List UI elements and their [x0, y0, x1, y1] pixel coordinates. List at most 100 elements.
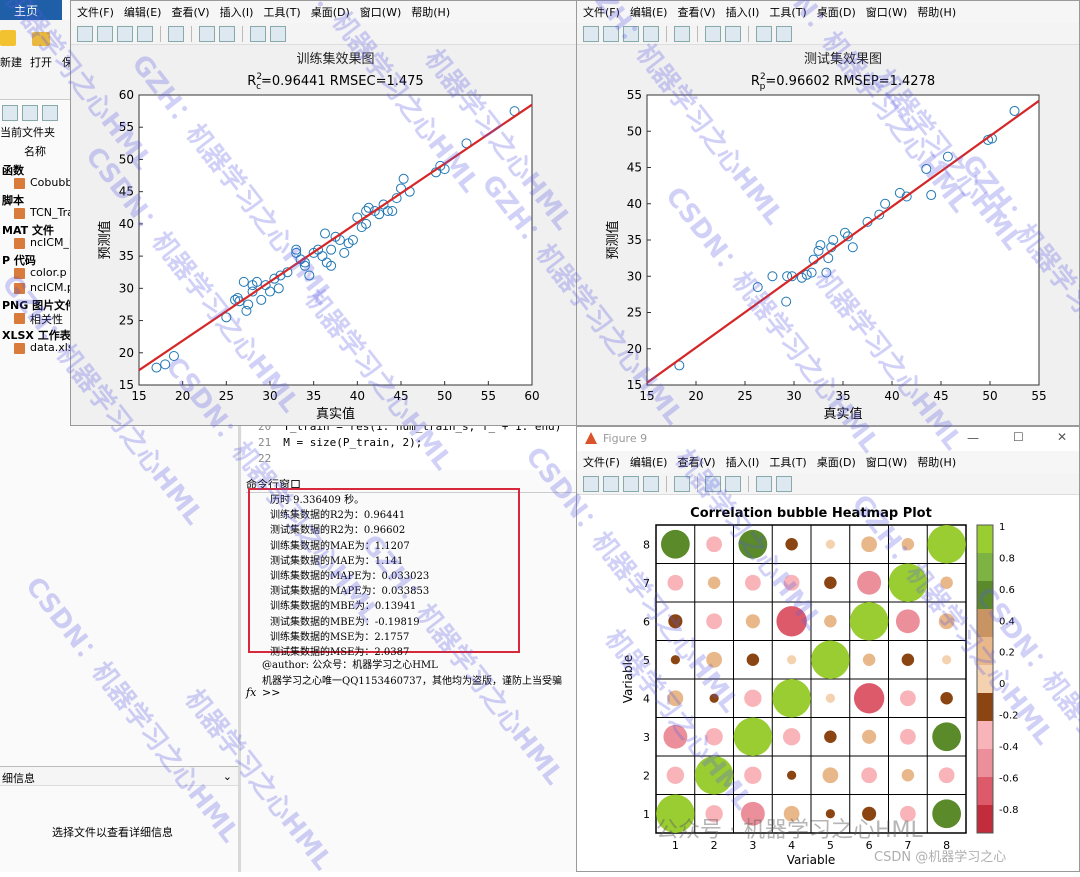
chevron-down-icon[interactable]: ⌄	[222, 770, 232, 783]
file-item[interactable]: ncICM_I	[30, 236, 73, 249]
file-item[interactable]: TCN_Tra	[30, 206, 74, 219]
file-item[interactable]: Cobubb	[30, 176, 73, 189]
new-figure-icon[interactable]	[583, 475, 599, 492]
folder-up-icon[interactable]	[42, 105, 58, 121]
menu-item[interactable]: 桌面(D)	[310, 6, 350, 19]
close-icon[interactable]: ✕	[1057, 430, 1068, 444]
pointer-icon[interactable]	[756, 475, 772, 492]
file-group-header[interactable]: MAT 文件	[2, 224, 54, 237]
menu-item[interactable]: 查看(V)	[677, 6, 716, 19]
colorbar-tick-label: 0.8	[999, 553, 1015, 564]
save-button-label[interactable]: 保	[62, 56, 73, 69]
menu-item[interactable]: 窗口(W)	[865, 456, 908, 469]
legend-icon[interactable]	[725, 25, 741, 42]
menu-item[interactable]: 窗口(W)	[359, 6, 402, 19]
menu-item[interactable]: 帮助(H)	[917, 456, 957, 469]
property-editor-icon[interactable]	[776, 475, 792, 492]
details-panel-header[interactable]: 细信息 ⌄	[0, 766, 238, 786]
open-button-label[interactable]: 打开	[30, 56, 52, 69]
file-group-header[interactable]: 函数	[2, 164, 24, 177]
x-tick-label: 30	[786, 389, 801, 403]
code-line[interactable]: 22	[242, 452, 578, 468]
figure9-titlebar[interactable]: Figure 9 — ☐ ✕	[577, 427, 1079, 451]
menu-item[interactable]: 工具(T)	[263, 6, 301, 19]
left-panel-divider[interactable]	[238, 420, 241, 872]
home-tab[interactable]: 主页	[0, 0, 62, 20]
menu-item[interactable]: 查看(V)	[171, 6, 210, 19]
output-line: 测试集数据的MAE为：1.141	[270, 555, 404, 567]
open-file-icon[interactable]	[97, 25, 113, 42]
correlation-bubble	[785, 538, 798, 551]
menu-item[interactable]: 工具(T)	[769, 456, 807, 469]
print-icon[interactable]	[643, 475, 659, 492]
colorbar-icon[interactable]	[705, 475, 721, 492]
file-item[interactable]: 相关性	[30, 313, 63, 326]
link-icon[interactable]	[674, 25, 690, 42]
save-icon[interactable]	[623, 25, 639, 42]
menu-item[interactable]: 文件(F)	[77, 6, 114, 19]
print-icon[interactable]	[137, 25, 153, 42]
open-icon[interactable]	[32, 32, 50, 46]
menu-item[interactable]: 插入(I)	[725, 6, 760, 19]
menu-item[interactable]: 文件(F)	[583, 456, 620, 469]
y-tick-label: 35	[119, 249, 134, 263]
file-group-header[interactable]: XLSX 工作表	[2, 329, 71, 342]
y-axis-label: 预测值	[97, 220, 113, 259]
y-tick-label: 6	[643, 615, 650, 628]
y-tick-label: 55	[119, 120, 134, 134]
code-editor[interactable]: 20 T_train = res(1: num_train_s, f_ + 1: …	[242, 420, 578, 470]
menu-item[interactable]: 工具(T)	[769, 6, 807, 19]
menu-item[interactable]: 桌面(D)	[816, 456, 856, 469]
menu-item[interactable]: 编辑(E)	[629, 6, 668, 19]
print-icon[interactable]	[643, 25, 659, 42]
new-button-label[interactable]: 新建	[0, 56, 22, 69]
new-icon[interactable]	[0, 30, 16, 46]
menu-item[interactable]: 查看(V)	[677, 456, 716, 469]
colorbar-icon[interactable]	[199, 25, 215, 42]
legend-icon[interactable]	[725, 475, 741, 492]
maximize-icon[interactable]: ☐	[1013, 430, 1024, 444]
code-line[interactable]: 21 M = size(P_train, 2);	[242, 436, 578, 452]
open-file-icon[interactable]	[603, 25, 619, 42]
save-icon[interactable]	[117, 25, 133, 42]
command-prompt[interactable]: >>	[262, 686, 281, 699]
menu-item[interactable]: 帮助(H)	[917, 6, 957, 19]
menu-item[interactable]: 桌面(D)	[816, 6, 856, 19]
property-editor-icon[interactable]	[270, 25, 286, 42]
name-column-header[interactable]: 名称	[24, 145, 46, 158]
new-figure-icon[interactable]	[77, 25, 93, 42]
menu-item[interactable]: 帮助(H)	[411, 6, 451, 19]
menu-item[interactable]: 文件(F)	[583, 6, 620, 19]
train-figure-window: 文件(F) 编辑(E) 查看(V) 插入(I) 工具(T) 桌面(D) 窗口(W) 帮助(H)…	[70, 0, 580, 426]
link-icon[interactable]	[674, 475, 690, 492]
file-icon	[14, 268, 25, 279]
save-icon[interactable]	[623, 475, 639, 492]
figure9-title: Figure 9	[603, 432, 648, 445]
colorbar-icon[interactable]	[705, 25, 721, 42]
property-editor-icon[interactable]	[776, 25, 792, 42]
menu-item[interactable]: 窗口(W)	[865, 6, 908, 19]
menu-item[interactable]: 插入(I)	[219, 6, 254, 19]
data-point	[273, 283, 284, 294]
data-point	[160, 359, 171, 370]
link-icon[interactable]	[168, 25, 184, 42]
file-group-header[interactable]: P 代码	[2, 254, 36, 267]
menu-item[interactable]: 编辑(E)	[123, 6, 162, 19]
pointer-icon[interactable]	[756, 25, 772, 42]
minimize-icon[interactable]: —	[967, 431, 979, 445]
file-group-header[interactable]: 脚本	[2, 194, 24, 207]
menu-item[interactable]: 插入(I)	[725, 456, 760, 469]
pointer-icon[interactable]	[250, 25, 266, 42]
open-file-icon[interactable]	[603, 475, 619, 492]
nav-forward-icon[interactable]	[22, 105, 38, 121]
figure9-toolbar	[577, 473, 1079, 495]
nav-back-icon[interactable]	[2, 105, 18, 121]
new-figure-icon[interactable]	[583, 25, 599, 42]
menu-item[interactable]: 编辑(E)	[629, 456, 668, 469]
file-group-header[interactable]: PNG 图片文件	[2, 299, 77, 312]
correlation-bubble	[942, 655, 952, 665]
file-item[interactable]: ncICM.p	[30, 281, 74, 294]
legend-icon[interactable]	[219, 25, 235, 42]
file-item[interactable]: data.xlsx	[30, 341, 81, 354]
file-item[interactable]: color.p	[30, 266, 67, 279]
